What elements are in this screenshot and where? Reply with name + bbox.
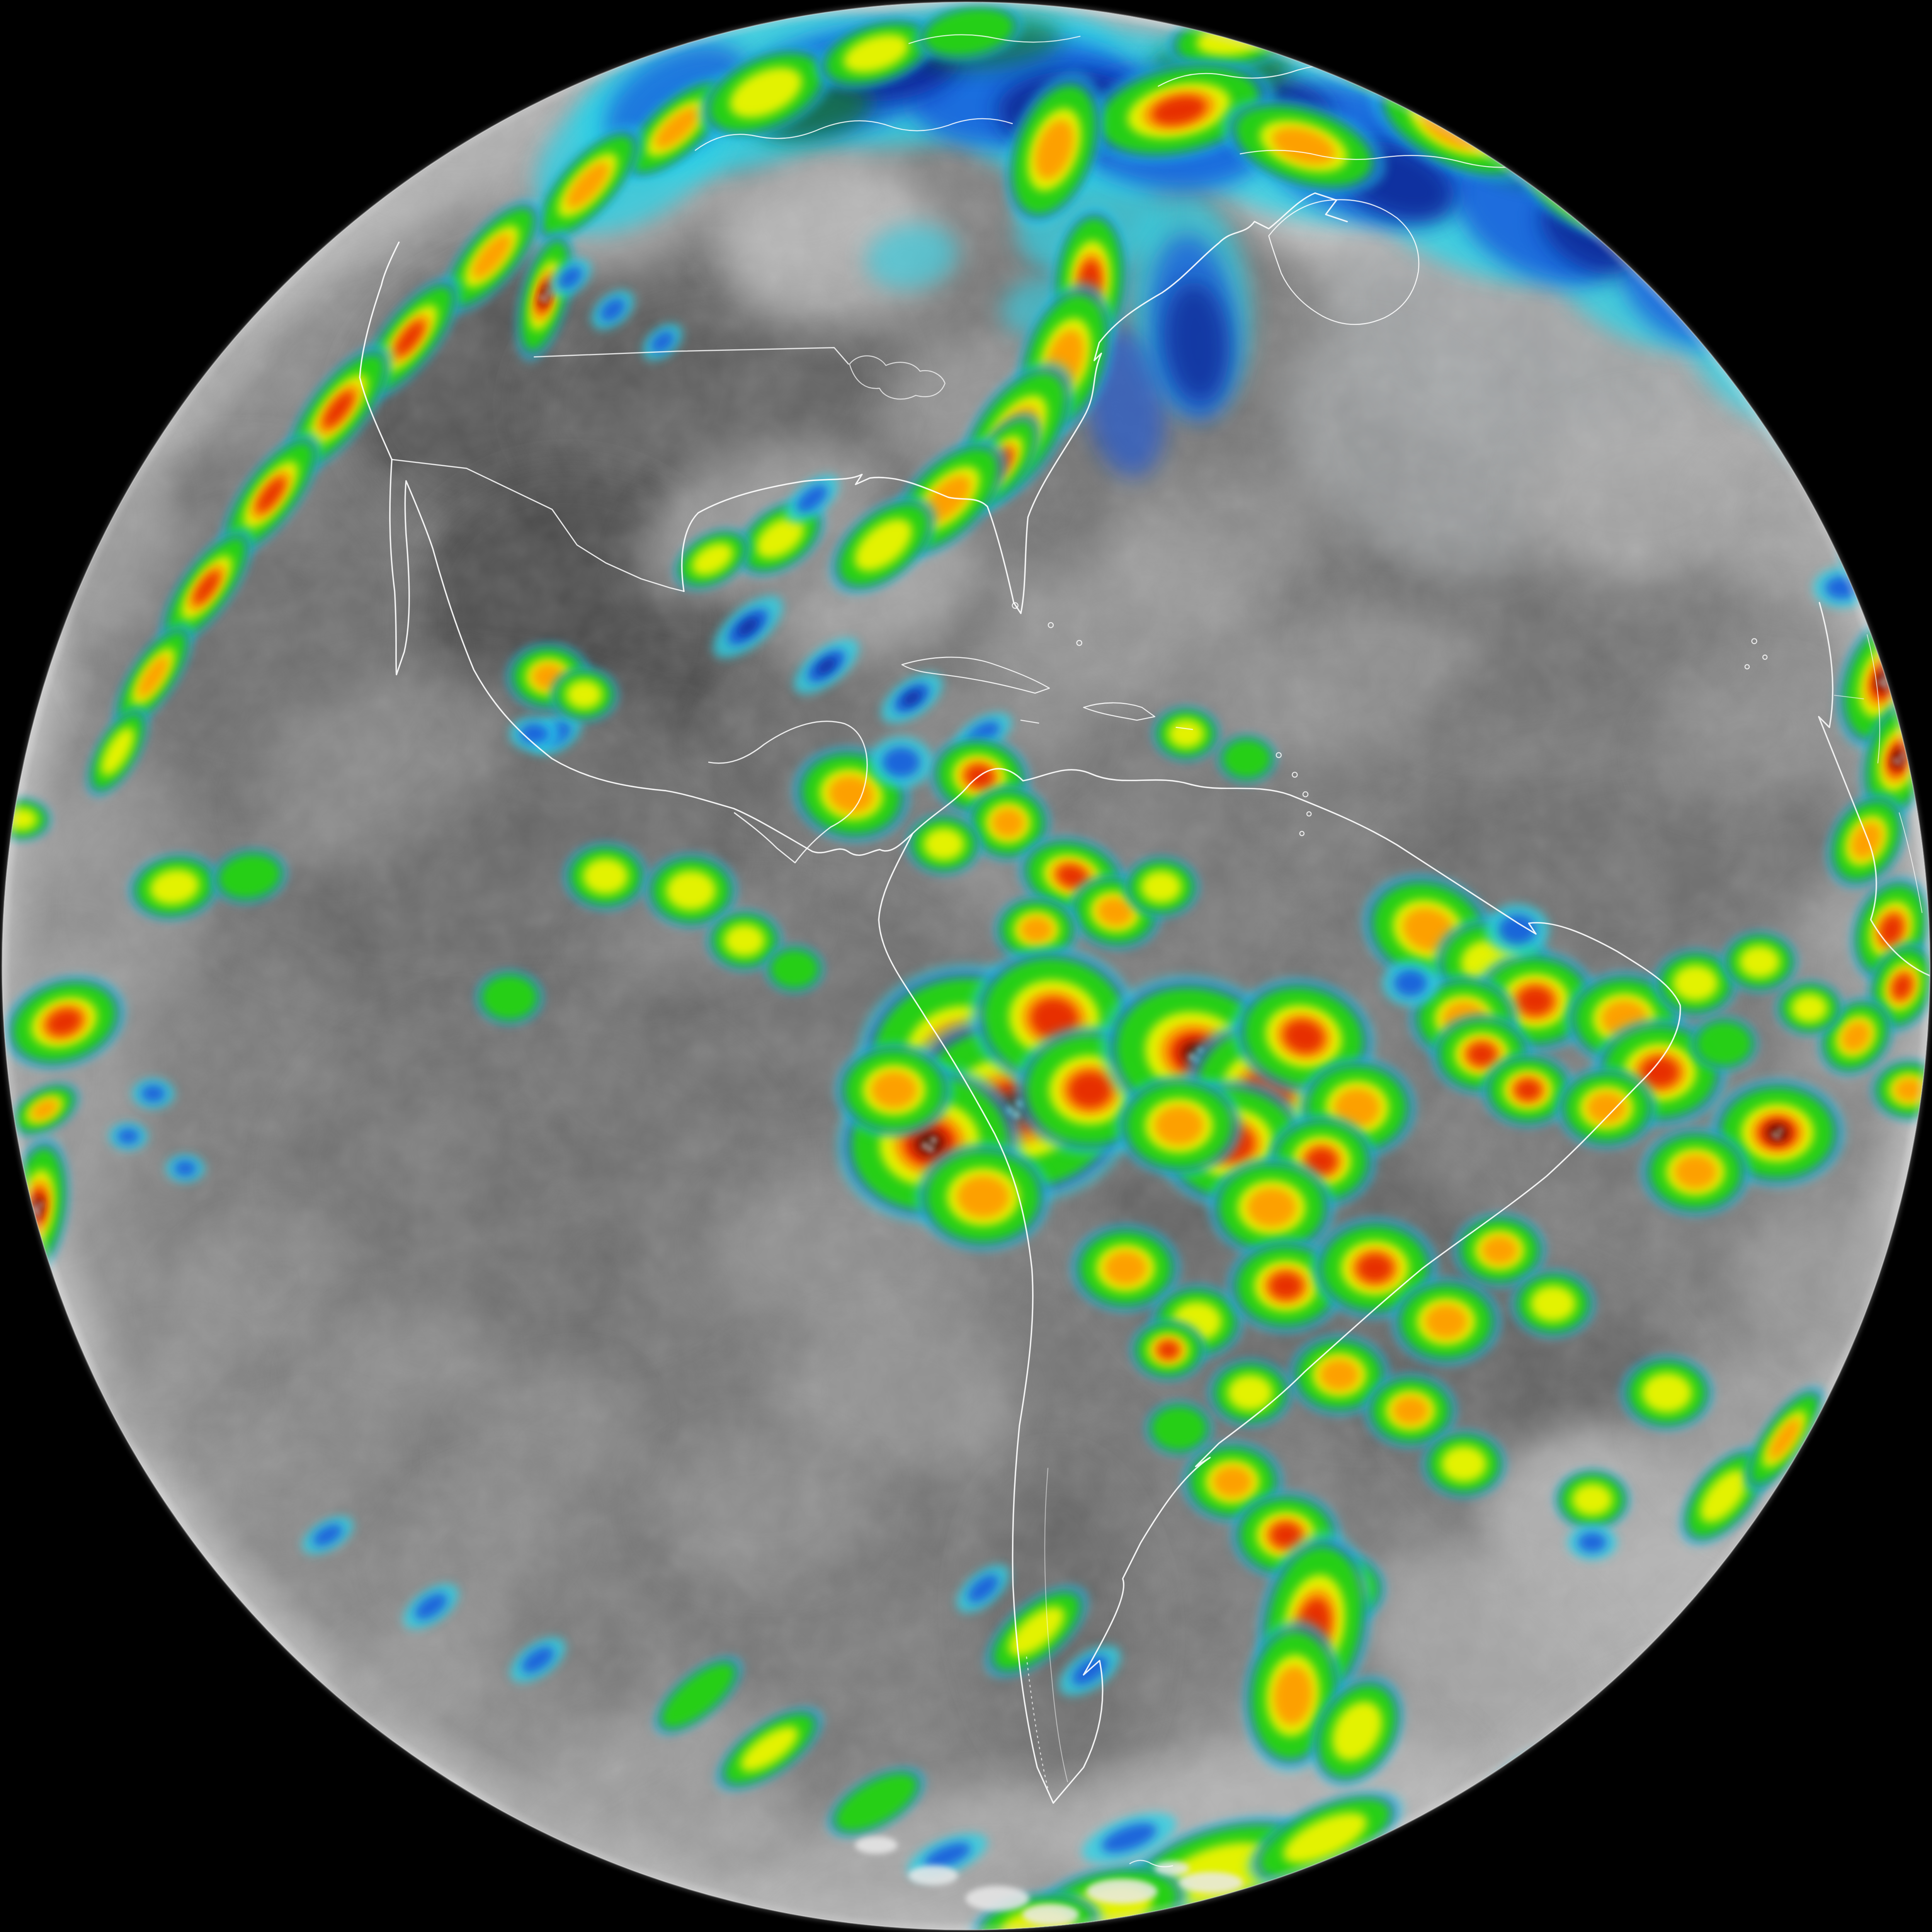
ellipse <box>992 808 1024 837</box>
ellipse <box>871 1071 917 1108</box>
ellipse <box>1674 1155 1717 1189</box>
ellipse <box>1515 1080 1541 1100</box>
convection-cell <box>915 1142 1051 1252</box>
white-cloud-fleck <box>1154 1861 1190 1876</box>
white-cloud-fleck <box>1087 1879 1158 1904</box>
ellipse <box>1158 1342 1179 1359</box>
convection-cell <box>1217 735 1277 783</box>
convection-cell <box>905 813 982 875</box>
earth-disk <box>0 0 1932 1932</box>
convection-cell <box>1208 1359 1293 1427</box>
ellipse <box>117 1128 139 1144</box>
ellipse <box>1320 1359 1359 1391</box>
ellipse <box>769 949 819 989</box>
ellipse <box>566 680 602 709</box>
ellipse <box>1069 1072 1111 1108</box>
ellipse <box>1530 1286 1576 1322</box>
overshooting-top-speckle <box>1897 760 1901 765</box>
ellipse <box>1642 1372 1692 1413</box>
convection-cell <box>1152 706 1220 761</box>
ellipse <box>1696 1021 1752 1066</box>
convection-cell <box>1554 1469 1631 1530</box>
convection-cell <box>1555 1067 1658 1149</box>
convection-cell <box>1721 931 1798 992</box>
ellipse <box>724 924 765 957</box>
ellipse <box>1587 1092 1626 1123</box>
ellipse <box>1441 1446 1487 1482</box>
convection-cell <box>1391 1277 1502 1366</box>
ellipse <box>666 871 716 911</box>
convection-cell <box>1421 1430 1507 1498</box>
ellipse <box>1481 1236 1517 1265</box>
convection-cell <box>475 970 544 1025</box>
overshooting-top-speckle <box>930 1137 937 1144</box>
ellipse <box>1394 970 1427 996</box>
white-cloud-fleck <box>965 1886 1029 1911</box>
convection-cell <box>1775 981 1844 1036</box>
ellipse <box>583 858 628 895</box>
ellipse <box>1104 1251 1147 1285</box>
ellipse <box>1168 719 1204 748</box>
convection-cell <box>550 667 618 722</box>
cold-streak-cell <box>109 1122 148 1150</box>
ellipse <box>1578 1532 1607 1552</box>
cold-streak-cell <box>1567 1525 1617 1560</box>
cold-streak-cell <box>166 1155 205 1182</box>
ellipse <box>1151 1406 1208 1451</box>
white-cloud-fleck <box>855 1836 898 1854</box>
ellipse <box>1228 1374 1273 1411</box>
cold-streak-cell <box>132 1078 175 1108</box>
ellipse <box>1791 993 1828 1023</box>
ellipse <box>1468 1043 1496 1065</box>
overshooting-top-speckle <box>927 1145 934 1152</box>
cold-streak-cell <box>1382 960 1439 1006</box>
cold-streak-cell <box>869 736 933 788</box>
convection-cell <box>1620 1355 1714 1430</box>
convection-cell <box>1640 1128 1751 1216</box>
ellipse <box>1155 1106 1204 1145</box>
overshooting-top-speckle <box>1776 1134 1781 1139</box>
ellipse <box>1571 1483 1612 1516</box>
convection-cell <box>1690 1016 1758 1071</box>
overshooting-top-speckle <box>1778 1128 1783 1133</box>
convection-cell <box>1115 1074 1243 1177</box>
ellipse <box>520 724 549 744</box>
ellipse <box>141 1085 165 1102</box>
ellipse <box>1020 917 1053 943</box>
convection-cell <box>563 842 648 910</box>
convection-cell <box>764 945 824 993</box>
overshooting-top-speckle <box>543 297 548 302</box>
ellipse <box>883 747 920 777</box>
overshooting-top-speckle <box>38 1202 43 1208</box>
earth-full-disk-infrared-satellite-image <box>0 0 1932 1932</box>
ellipse <box>1517 987 1553 1015</box>
convection-cell <box>1145 1401 1213 1456</box>
ellipse <box>1425 1304 1468 1338</box>
satellite-image-stage <box>0 0 1932 1932</box>
ellipse <box>1357 1254 1393 1282</box>
convection-cell <box>1510 1269 1596 1338</box>
ellipse <box>1141 871 1182 903</box>
cold-streak-cell <box>509 716 559 751</box>
convection-cell <box>1130 1319 1207 1381</box>
convection-cell <box>1123 856 1200 918</box>
ellipse <box>174 1160 197 1176</box>
ellipse <box>1222 739 1272 779</box>
white-cloud-fleck <box>908 1866 958 1886</box>
ellipse <box>1673 965 1718 1001</box>
convection-cell <box>834 1042 954 1138</box>
ellipse <box>1393 1396 1429 1425</box>
ellipse <box>1499 915 1536 944</box>
ellipse <box>1247 1188 1296 1227</box>
overshooting-top-speckle <box>1899 754 1903 759</box>
ellipse <box>923 828 964 861</box>
ellipse <box>1213 1466 1252 1497</box>
ellipse <box>481 975 537 1020</box>
ellipse <box>1269 1273 1302 1299</box>
cold-streak-cell <box>1485 904 1549 956</box>
ellipse <box>1739 945 1780 978</box>
ellipse <box>957 1176 1009 1218</box>
